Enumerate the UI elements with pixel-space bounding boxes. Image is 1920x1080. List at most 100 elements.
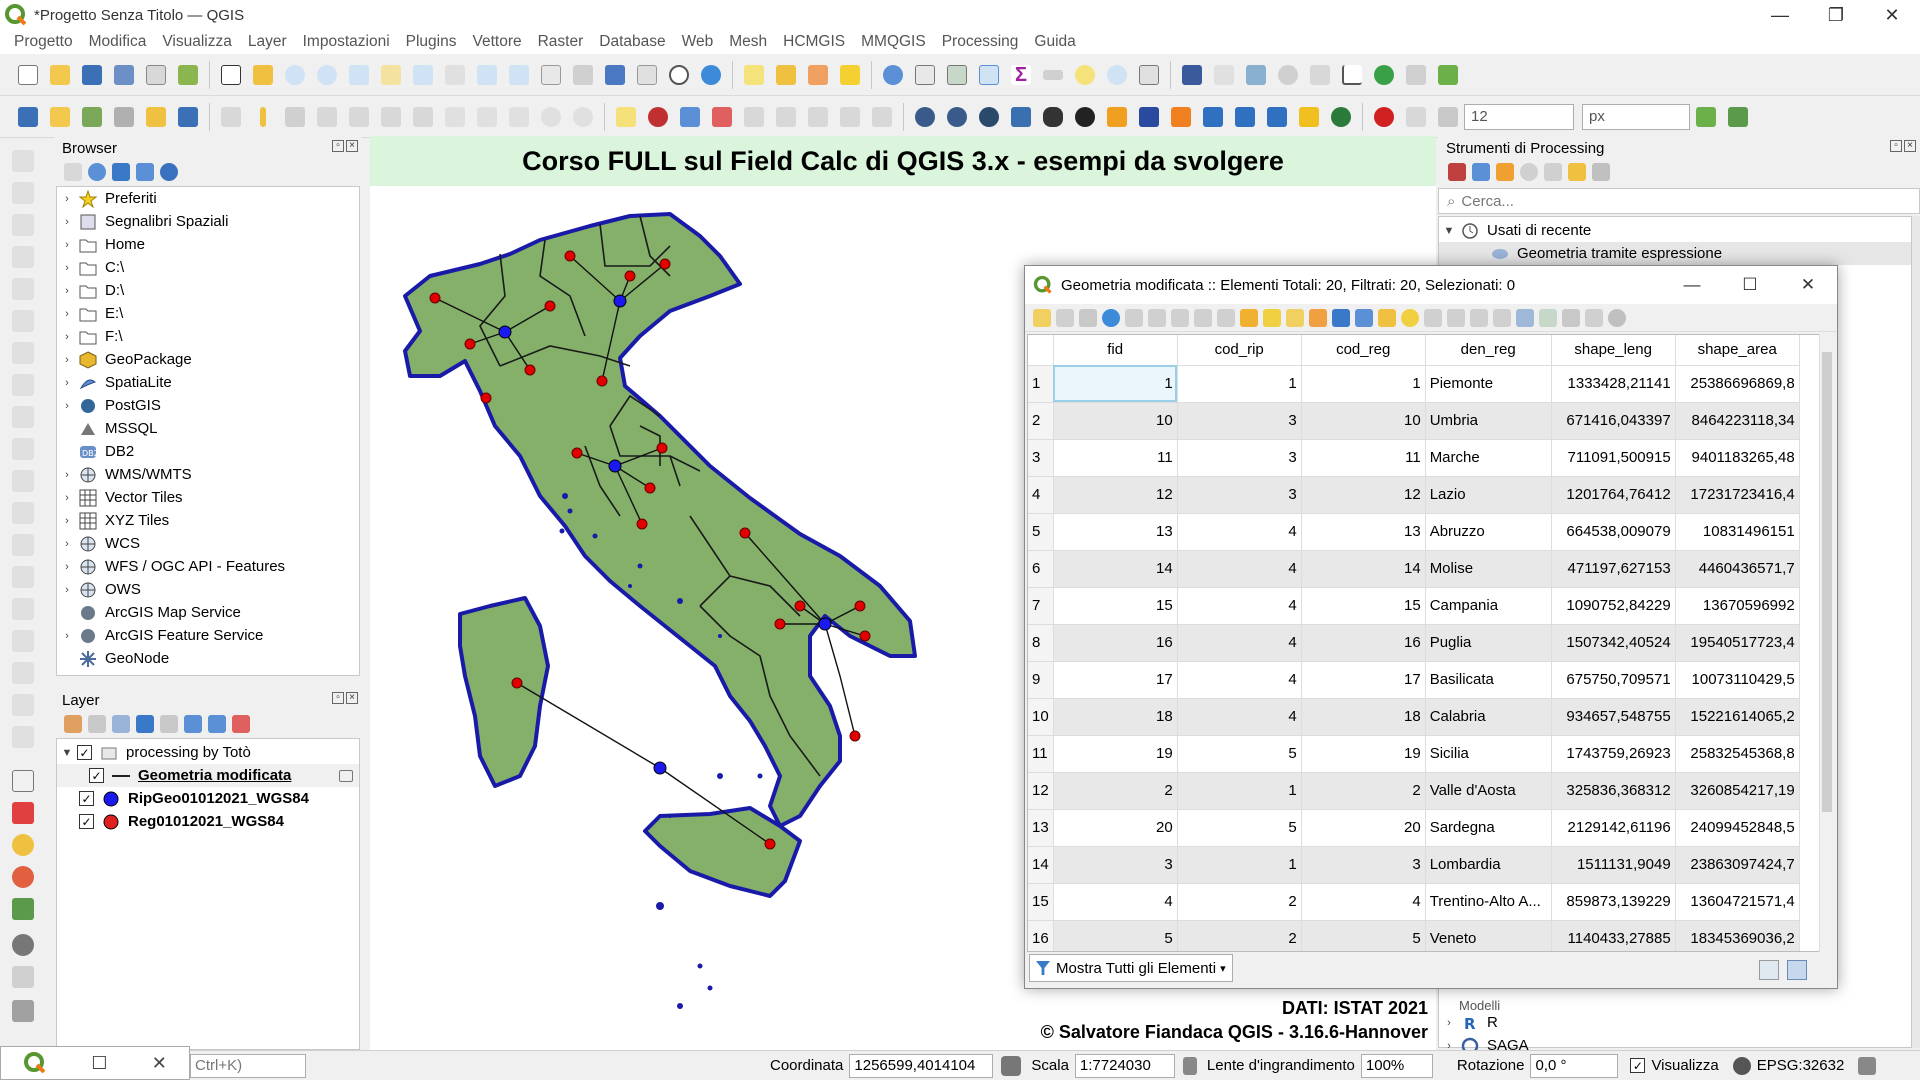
table-cell[interactable]: Calabria [1425, 698, 1552, 736]
table-cell[interactable]: 12 [1301, 476, 1426, 514]
table-cell[interactable]: 17 [1053, 661, 1178, 699]
measure-icon[interactable] [1039, 62, 1067, 88]
expand-arrow-icon[interactable]: › [65, 583, 69, 596]
table-cell[interactable]: Lombardia [1425, 846, 1552, 884]
table-cell[interactable]: 12 [1053, 476, 1178, 514]
menu-progetto[interactable]: Progetto [14, 33, 73, 50]
label-rotate-icon[interactable] [772, 104, 800, 130]
save-edits-icon[interactable] [1079, 308, 1097, 327]
table-cell[interactable]: 10831496151 [1675, 513, 1800, 551]
table-cell[interactable]: 16 [1053, 624, 1178, 662]
snap-unit-select[interactable]: px [1582, 103, 1690, 130]
browser-item[interactable]: › Preferiti [57, 187, 359, 210]
table-cell[interactable]: 4 [1177, 513, 1302, 551]
add-line-icon[interactable] [12, 182, 38, 206]
table-cell[interactable]: Umbria [1425, 402, 1552, 440]
menu-raster[interactable]: Raster [537, 33, 584, 50]
paste-icon[interactable] [505, 104, 533, 130]
copy-rows-icon[interactable] [1424, 308, 1442, 327]
browser-item[interactable]: › WMS/WMTS [57, 463, 359, 486]
simplify-icon[interactable] [12, 470, 38, 494]
undo-icon[interactable] [537, 104, 565, 130]
select-location-icon[interactable] [836, 62, 864, 88]
menu-database[interactable]: Database [599, 33, 666, 50]
zoom-selection-icon[interactable] [377, 62, 405, 88]
table-cell[interactable]: 19 [1053, 735, 1178, 773]
column-header-cod-rip[interactable]: cod_rip [1177, 335, 1302, 366]
move-feature-icon[interactable] [12, 630, 38, 654]
table-cell[interactable]: 13604721571,4 [1675, 883, 1800, 921]
browser-item[interactable]: › XYZ Tiles [57, 509, 359, 532]
expand-arrow-icon[interactable]: › [65, 261, 69, 274]
browser-item[interactable]: › OWS [57, 578, 359, 601]
rotate-icon[interactable] [12, 278, 38, 302]
menu-impostazioni[interactable]: Impostazioni [302, 33, 390, 50]
table-cell[interactable]: 11 [1301, 439, 1426, 477]
redo-icon[interactable] [569, 104, 597, 130]
menu-hcmgis[interactable]: HCMGIS [783, 33, 846, 50]
info-green-icon[interactable] [1327, 104, 1355, 130]
tools-icon[interactable] [12, 1000, 38, 1024]
browser-item[interactable]: › WFS / OGC API - Features [57, 555, 359, 578]
globe-web-icon[interactable] [911, 104, 939, 130]
column-header-fid[interactable]: fid [1053, 335, 1178, 366]
snap-type-icon[interactable] [1434, 104, 1462, 130]
new-field-icon[interactable] [1470, 308, 1488, 327]
align-icon[interactable] [12, 726, 38, 750]
layer-checkbox[interactable]: ✓ [79, 814, 94, 829]
toggle-editing-icon[interactable] [249, 104, 277, 130]
zoom-native-icon[interactable] [441, 62, 469, 88]
table-cell[interactable]: 1 [1301, 365, 1426, 403]
table-cell[interactable]: 3 [1177, 402, 1302, 440]
menu-plugins[interactable]: Plugins [405, 33, 457, 50]
expand-all-icon[interactable] [184, 715, 202, 733]
table-cell[interactable]: Puglia [1425, 624, 1552, 662]
table-cell[interactable]: 2 [1053, 772, 1178, 810]
row-header[interactable]: 7 [1028, 587, 1054, 625]
link-icon[interactable] [1402, 62, 1430, 88]
save-project-icon[interactable] [78, 62, 106, 88]
collapse-arrow-icon[interactable]: ▼ [61, 746, 73, 759]
menu-layer[interactable]: Layer [247, 33, 287, 50]
table-cell[interactable]: 5 [1177, 735, 1302, 773]
float-icon[interactable]: ▫ [1890, 140, 1902, 152]
row-header[interactable]: 4 [1028, 476, 1054, 514]
layer-checkbox[interactable]: ✓ [89, 768, 104, 783]
edit-features-icon[interactable] [1568, 163, 1586, 181]
label-abc-blue-icon[interactable] [676, 104, 704, 130]
xy-icon[interactable] [12, 966, 38, 990]
table-row[interactable]: 5 13 4 13 Abruzzo 664538,009079 10831496151 [1028, 513, 1800, 551]
label-pin-gray-icon[interactable] [836, 104, 864, 130]
table-cell[interactable]: Sicilia [1425, 735, 1552, 773]
layer-label-reg[interactable]: Reg01012021_WGS84 [128, 813, 284, 830]
expand-arrow-icon[interactable]: › [65, 491, 69, 504]
table-cell[interactable]: 934657,548755 [1551, 698, 1676, 736]
snap-tolerance-input[interactable]: 12 [1464, 103, 1574, 130]
group-checkbox[interactable]: ✓ [77, 745, 92, 760]
table-cell[interactable]: 1 [1053, 365, 1178, 403]
table-cell[interactable]: 4 [1177, 624, 1302, 662]
conditional-format-icon[interactable] [1562, 308, 1580, 327]
table-row[interactable]: 3 11 3 11 Marche 711091,500915 9401183265,48 [1028, 439, 1800, 477]
sync-icon[interactable] [1370, 62, 1398, 88]
deselect-all-icon[interactable] [1309, 308, 1327, 327]
bookmark-new-icon[interactable] [601, 62, 629, 88]
column-header-den-reg[interactable]: den_reg [1425, 335, 1552, 366]
virtual-layer-icon[interactable] [174, 104, 202, 130]
zoom-selected-icon[interactable] [1401, 308, 1419, 327]
remove-layer-icon[interactable] [232, 715, 250, 733]
attribute-table-icon[interactable] [911, 62, 939, 88]
table-cell[interactable]: 2 [1301, 772, 1426, 810]
zoom-layer-icon[interactable] [409, 62, 437, 88]
expand-arrow-icon[interactable]: › [65, 284, 69, 297]
expand-arrow-icon[interactable]: › [65, 629, 69, 642]
invert-selection-icon[interactable] [1286, 308, 1304, 327]
row-header[interactable]: 10 [1028, 698, 1054, 736]
kml-icon[interactable] [1199, 104, 1227, 130]
minimize-button[interactable]: — [1771, 4, 1789, 25]
models-icon[interactable] [1448, 163, 1466, 181]
browser-item[interactable]: › Vector Tiles [57, 486, 359, 509]
table-cell[interactable]: 1 [1177, 772, 1302, 810]
expand-arrow-icon[interactable]: › [65, 238, 69, 251]
filter-icon[interactable] [1332, 308, 1350, 327]
